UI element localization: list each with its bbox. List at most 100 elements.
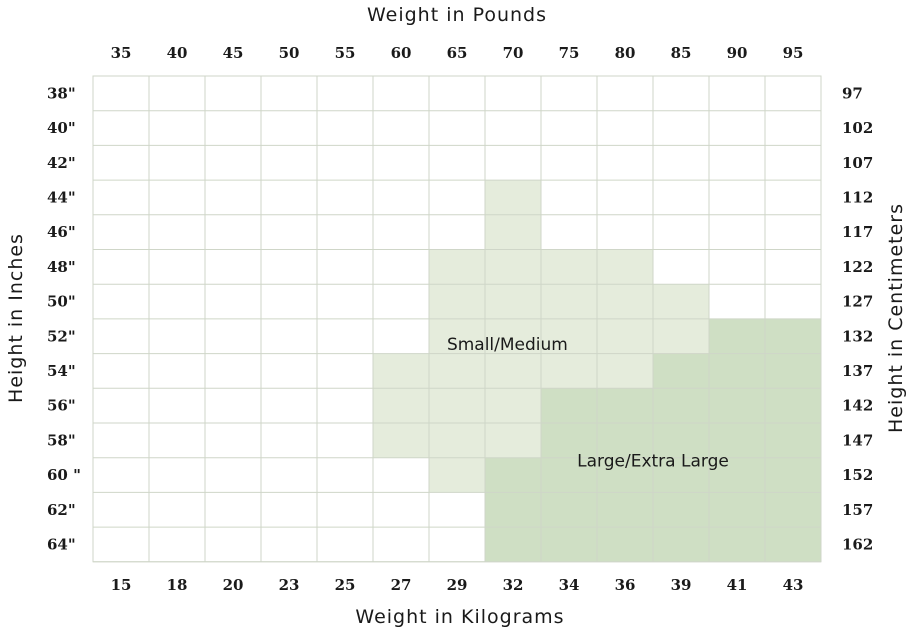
cell [597, 110, 653, 146]
cell [261, 76, 317, 111]
cell [653, 214, 709, 250]
cell [317, 353, 373, 389]
cell [93, 492, 149, 528]
cell [373, 457, 429, 493]
cell [317, 76, 373, 111]
pounds-tick-label: 60 [391, 44, 412, 62]
cell [317, 214, 373, 250]
kilograms-tick-label: 29 [447, 576, 468, 594]
cell [709, 318, 765, 354]
cell [429, 180, 485, 215]
cell [93, 214, 149, 250]
cell [485, 353, 541, 389]
cell [429, 249, 485, 285]
cell [205, 353, 261, 389]
cell [261, 284, 317, 319]
cell [597, 353, 653, 389]
cell [485, 388, 541, 423]
cell [765, 249, 821, 285]
cell [485, 492, 541, 528]
cell [541, 180, 597, 215]
chart-frame [92, 75, 822, 563]
cell [205, 492, 261, 528]
pounds-tick-label: 95 [783, 44, 804, 62]
cell [653, 423, 709, 458]
pounds-tick-label: 80 [615, 44, 636, 62]
cell [485, 180, 541, 215]
cell [205, 145, 261, 181]
cell [709, 423, 765, 458]
cell [317, 284, 373, 319]
kilograms-tick-label: 23 [279, 576, 300, 594]
kilograms-tick-label: 18 [167, 576, 188, 594]
cell [205, 318, 261, 354]
cell [541, 110, 597, 146]
cell [653, 145, 709, 181]
cell [597, 492, 653, 528]
cell [261, 353, 317, 389]
centimeters-tick-label: 102 [842, 119, 873, 137]
cell [317, 492, 373, 528]
cell [373, 110, 429, 146]
cell [485, 214, 541, 250]
cell [541, 492, 597, 528]
cell [429, 110, 485, 146]
cell [261, 527, 317, 562]
cell [653, 492, 709, 528]
cell [205, 457, 261, 493]
inches-tick-label: 56" [47, 397, 76, 415]
cell [597, 388, 653, 423]
cell [93, 527, 149, 562]
cell [205, 388, 261, 423]
cell [653, 180, 709, 215]
cell [597, 145, 653, 181]
centimeters-tick-label: 107 [842, 154, 873, 172]
cell [373, 76, 429, 111]
centimeters-tick-label: 132 [842, 327, 873, 345]
top-axis-title: Weight in Pounds [367, 4, 547, 26]
cell [541, 249, 597, 285]
cell [541, 145, 597, 181]
cell-grid [93, 76, 821, 562]
inches-tick-label: 38" [47, 84, 76, 102]
cell [149, 388, 205, 423]
cell [765, 423, 821, 458]
cell [373, 318, 429, 354]
cell [429, 318, 485, 354]
cell [93, 457, 149, 493]
cell [317, 527, 373, 562]
cell [317, 388, 373, 423]
right-axis-title: Height in Centimeters [885, 203, 907, 433]
centimeters-tick-label: 162 [842, 535, 873, 553]
cell [317, 457, 373, 493]
cell [597, 180, 653, 215]
cell [205, 214, 261, 250]
cell [149, 284, 205, 319]
centimeters-tick-label: 152 [842, 466, 873, 484]
cell [261, 110, 317, 146]
left-axis-title: Height in Inches [5, 233, 27, 403]
inches-tick-label: 44" [47, 188, 76, 206]
cell [541, 527, 597, 562]
cell [205, 249, 261, 285]
inches-tick-label: 62" [47, 501, 76, 519]
cell [485, 318, 541, 354]
cell [541, 423, 597, 458]
cell [149, 527, 205, 562]
cell [149, 110, 205, 146]
cell [429, 353, 485, 389]
cell [93, 145, 149, 181]
cell [709, 457, 765, 493]
cell [653, 318, 709, 354]
pounds-tick-label: 40 [167, 44, 188, 62]
cell [205, 527, 261, 562]
cell [765, 388, 821, 423]
cell [597, 457, 653, 493]
cell [373, 423, 429, 458]
inches-tick-label: 46" [47, 223, 76, 241]
cell [709, 353, 765, 389]
cell [149, 180, 205, 215]
cell [429, 388, 485, 423]
cell [765, 110, 821, 146]
cell [597, 76, 653, 111]
